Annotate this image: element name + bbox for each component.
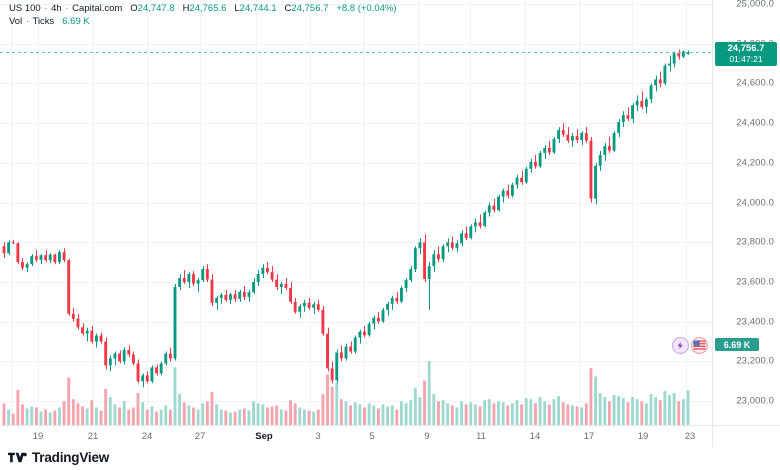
price-tick-label: 23,400.0 — [736, 316, 774, 328]
price-tick-label: 23,200.0 — [736, 355, 774, 367]
chart-plot-area[interactable] — [0, 0, 712, 425]
time-tick-label: 3 — [315, 431, 321, 442]
time-tick-label: 21 — [87, 431, 99, 442]
time-tick-label: 19 — [637, 431, 649, 442]
tradingview-logo[interactable]: TradingView — [8, 450, 109, 465]
price-tick-label: 24,200.0 — [736, 157, 774, 169]
price-tick-label: 23,000.0 — [736, 395, 774, 407]
time-tick-label: 11 — [476, 431, 486, 442]
price-tick-label: 24,000.0 — [736, 197, 774, 209]
tradingview-wordmark: TradingView — [32, 450, 110, 465]
time-axis[interactable]: 19 21 24 27 Sep 3 5 9 11 14 17 19 23 — [0, 425, 712, 448]
time-tick-label: Sep — [255, 431, 273, 442]
tradingview-mark-icon — [8, 452, 27, 463]
candlestick-series — [2, 49, 690, 388]
time-tick-label: 17 — [583, 431, 595, 442]
time-tick-label: 9 — [424, 431, 430, 442]
price-tick-label: 23,600.0 — [736, 276, 774, 288]
time-tick-label: 23 — [684, 431, 696, 442]
us-flag-icon[interactable] — [691, 337, 708, 354]
time-tick-label: 19 — [32, 431, 44, 442]
grid-layer — [0, 0, 712, 425]
time-tick-label: 27 — [194, 431, 206, 442]
chart-status-badges[interactable] — [672, 337, 708, 354]
bar-countdown-timer: 01:47:21 — [729, 53, 763, 64]
volume-value-badge: 6.69 K — [715, 338, 759, 351]
price-tick-label: 23,800.0 — [736, 236, 774, 248]
last-price-badge: 24,756.7 01:47:21 — [715, 41, 777, 66]
chart-footer: TradingView — [0, 447, 780, 470]
last-price-value: 24,756.7 — [727, 42, 765, 54]
price-axis[interactable]: 25,000.024,800.024,600.024,400.024,200.0… — [712, 0, 780, 425]
price-tick-label: 24,600.0 — [736, 77, 774, 89]
time-tick-label: 24 — [141, 431, 153, 442]
price-tick-label: 25,000.0 — [736, 0, 774, 10]
price-tick-label: 24,400.0 — [736, 117, 774, 129]
volume-series — [2, 361, 690, 425]
time-tick-label: 5 — [369, 431, 375, 442]
last-price-line — [0, 52, 712, 53]
axis-corner — [712, 425, 780, 448]
lightning-bolt-icon[interactable] — [672, 337, 689, 354]
volume-badge-value: 6.69 K — [723, 339, 751, 350]
time-tick-label: 14 — [529, 431, 541, 442]
